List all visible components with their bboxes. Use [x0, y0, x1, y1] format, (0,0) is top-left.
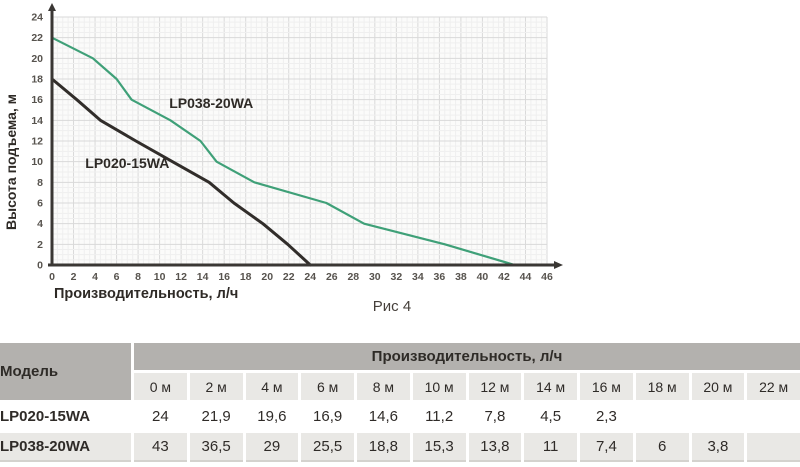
- y-tick-label: 2: [37, 239, 43, 251]
- x-tick-label: 26: [326, 271, 338, 283]
- x-tick-label: 28: [347, 271, 359, 283]
- table-row: LP038-20WA 43 36,5 29 25,5 18,8 15,3 13,8 11 7,4 6…: [0, 433, 800, 462]
- head-cell: 10 м: [412, 373, 466, 400]
- y-tick-label: 16: [31, 94, 43, 106]
- x-tick-label: 24: [304, 271, 316, 283]
- value-cell: 2,3: [580, 403, 633, 430]
- x-tick-label: 32: [391, 271, 403, 283]
- y-tick-label: 24: [31, 12, 43, 24]
- series-label-LP020-15WA: LP020-15WA: [85, 155, 169, 171]
- x-tick-label: 8: [135, 271, 141, 283]
- value-cell: [747, 433, 800, 462]
- head-cell: 16 м: [580, 373, 633, 400]
- value-cell: 36,5: [189, 433, 243, 462]
- x-tick-label: 14: [197, 271, 209, 283]
- head-cell: 0 м: [134, 373, 187, 400]
- x-tick-label: 6: [114, 271, 120, 283]
- value-cell: 4,5: [524, 403, 577, 430]
- curve-LP020-15WA: [50, 77, 312, 267]
- x-tick-label: 42: [498, 271, 510, 283]
- y-tick-label: 14: [31, 115, 43, 127]
- x-tick-label: 34: [412, 271, 424, 283]
- table-body: LP020-15WA 24 21,9 19,6 16,9 14,6 11,2 7,8 4,5 2,…: [0, 403, 800, 462]
- value-cell: [747, 403, 800, 430]
- value-cell: 11: [524, 433, 577, 462]
- table-row: LP020-15WA 24 21,9 19,6 16,9 14,6 11,2 7,8 4,5 2,…: [0, 403, 800, 430]
- x-tick-label: 30: [369, 271, 381, 283]
- value-cell: 21,9: [189, 403, 243, 430]
- x-tick-label: 16: [218, 271, 230, 283]
- y-tick-label: 10: [31, 156, 43, 168]
- series-label-LP038-20WA: LP038-20WA: [169, 95, 253, 111]
- figure-caption: Рис 4: [372, 298, 412, 315]
- value-cell: 16,9: [301, 403, 354, 430]
- y-tick-label: 18: [31, 74, 43, 86]
- x-tick-label: 2: [71, 271, 77, 283]
- value-cell: 29: [245, 433, 299, 462]
- y-axis-label: Высота подъема, м: [3, 94, 19, 230]
- x-tick-label: 18: [240, 271, 252, 283]
- x-axis-label: Производительность, л/ч: [54, 286, 238, 302]
- head-cell: 8 м: [357, 373, 410, 400]
- x-tick-label: 12: [175, 271, 187, 283]
- head-cell: 20 м: [691, 373, 745, 400]
- x-tick-label: 20: [261, 271, 273, 283]
- pump-performance-chart: 0 2 4 6 8 10 12 14 16 18 20 22 24 26 28 30 32 34 36 38 40 42 4…: [3, 3, 563, 302]
- value-cell: 11,2: [412, 403, 466, 430]
- value-cell: 18,8: [357, 433, 410, 462]
- value-cell: 6: [635, 433, 689, 462]
- head-cell: 14 м: [524, 373, 577, 400]
- model-cell: LP020-15WA: [0, 403, 131, 430]
- x-tick-label: 22: [283, 271, 295, 283]
- y-tick-label: 8: [37, 177, 43, 189]
- value-cell: [691, 403, 745, 430]
- value-cell: 15,3: [412, 433, 466, 462]
- head-cell: 18 м: [635, 373, 689, 400]
- value-cell: 19,6: [245, 403, 299, 430]
- group-header: Производительность, л/ч: [134, 343, 800, 370]
- value-cell: 43: [134, 433, 187, 462]
- x-tick-label: 36: [434, 271, 446, 283]
- value-cell: [635, 403, 689, 430]
- model-column-header: Модель: [0, 343, 131, 400]
- x-axis-arrow: [554, 261, 563, 269]
- x-tick-label: 44: [520, 271, 532, 283]
- head-cell: 22 м: [747, 373, 800, 400]
- value-cell: 13,8: [468, 433, 522, 462]
- value-cell: 24: [134, 403, 187, 430]
- x-tick-label: 46: [541, 271, 553, 283]
- head-cell: 6 м: [301, 373, 354, 400]
- y-tick-label: 0: [37, 260, 43, 272]
- x-tick-label: 40: [477, 271, 489, 283]
- y-tick-label: 6: [37, 198, 43, 210]
- head-cell: 4 м: [245, 373, 299, 400]
- value-cell: 3,8: [691, 433, 745, 462]
- model-cell: LP038-20WA: [0, 433, 131, 462]
- y-tick-label: 12: [31, 136, 43, 148]
- value-cell: 25,5: [301, 433, 354, 462]
- x-tick-label: 4: [92, 271, 98, 283]
- y-tick-label: 20: [31, 53, 43, 65]
- head-cell: 2 м: [189, 373, 243, 400]
- value-cell: 14,6: [357, 403, 410, 430]
- head-cell: 12 м: [468, 373, 522, 400]
- x-tick-label: 0: [49, 271, 55, 283]
- x-tick-label: 10: [154, 271, 166, 283]
- y-axis-arrow: [48, 3, 56, 11]
- x-tick-label: 38: [455, 271, 467, 283]
- y-tick-label: 4: [37, 218, 43, 230]
- value-cell: 7,8: [468, 403, 522, 430]
- y-tick-label: 22: [31, 32, 43, 44]
- curve-LP038-20WA: [50, 36, 516, 267]
- value-cell: 7,4: [580, 433, 633, 462]
